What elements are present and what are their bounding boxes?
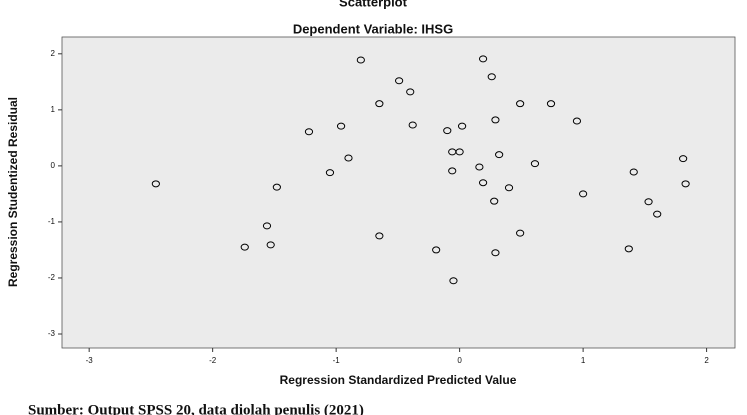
y-tick-label: -3 (48, 329, 56, 338)
point (455, 148, 464, 156)
chart-title: Scatterplot (339, 0, 408, 9)
point (449, 277, 458, 285)
y-tick-label: 2 (51, 49, 56, 58)
point (240, 243, 249, 251)
point (579, 190, 588, 198)
y-tick-label: -2 (48, 273, 56, 282)
x-axis-label: Regression Standardized Predicted Value (280, 373, 517, 387)
point (679, 155, 688, 163)
chart-subtitle: Dependent Variable: IHSG (293, 21, 453, 36)
point (516, 100, 525, 108)
point (375, 232, 384, 240)
point (495, 151, 504, 159)
point (304, 128, 314, 136)
point (344, 154, 353, 162)
point (478, 55, 488, 63)
y-axis-label: Regression Studentized Residual (6, 97, 20, 287)
x-tick-label: -2 (209, 356, 217, 365)
point (572, 117, 582, 125)
x-tick-label: 1 (581, 356, 586, 365)
point (653, 210, 662, 218)
point (408, 121, 417, 129)
point (443, 127, 452, 135)
point (457, 122, 467, 130)
point (546, 100, 556, 108)
x-tick-label: -1 (333, 356, 341, 365)
point (262, 222, 272, 230)
point (478, 179, 488, 187)
point (266, 241, 275, 249)
point (448, 167, 457, 175)
y-tick-label: 0 (51, 161, 56, 170)
point (516, 229, 525, 237)
point (504, 184, 514, 192)
x-tick-label: 2 (704, 356, 709, 365)
point (325, 169, 335, 177)
point (629, 168, 638, 176)
point (491, 116, 500, 124)
point (272, 183, 281, 191)
point (151, 180, 160, 188)
y-tick-label: 1 (51, 105, 56, 114)
plot-area (61, 36, 736, 349)
point (530, 160, 540, 168)
point (375, 100, 384, 108)
point (490, 197, 499, 205)
point (406, 88, 415, 96)
point (644, 198, 653, 206)
source-note: Sumber: Output SPSS 20, data diolah penu… (28, 402, 364, 415)
point (475, 163, 484, 171)
point (432, 246, 441, 254)
y-tick-label: -1 (48, 217, 56, 226)
point (395, 77, 404, 85)
point (356, 56, 365, 64)
point (624, 245, 633, 253)
x-tick-label: -3 (86, 356, 94, 365)
point (336, 122, 346, 130)
point (681, 180, 690, 188)
point (487, 73, 496, 81)
x-tick-label: 0 (457, 356, 462, 365)
point (491, 249, 500, 257)
